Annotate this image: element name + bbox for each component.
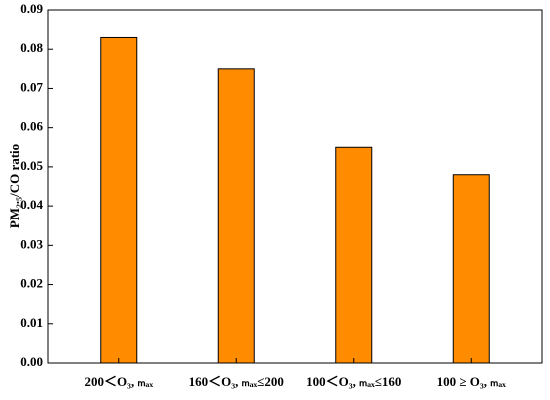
bar bbox=[335, 146, 373, 364]
y-tick-label: 0.04 bbox=[20, 197, 43, 212]
bar bbox=[217, 68, 255, 364]
y-tick-label: 0.01 bbox=[20, 315, 43, 330]
y-tick-label: 0.03 bbox=[20, 236, 43, 251]
x-tick-label: 160＜O₃, ₘₐₓ≤200 bbox=[189, 374, 284, 389]
y-tick-label: 0.06 bbox=[20, 119, 43, 134]
y-tick-label: 0.09 bbox=[20, 1, 43, 16]
y-tick-label: 0.00 bbox=[20, 354, 43, 369]
y-tick-label: 0.08 bbox=[20, 40, 43, 55]
y-tick-label: 0.07 bbox=[20, 79, 43, 94]
x-tick-label: 200＜O₃, ₘₐₓ bbox=[84, 374, 153, 389]
x-tick-label: 100＜O₃, ₘₐₓ≤160 bbox=[306, 374, 401, 389]
plot-frame bbox=[47, 9, 543, 364]
y-tick-label: 0.02 bbox=[20, 276, 43, 291]
bar bbox=[100, 36, 138, 364]
x-tick-label: 100 ≥ O₃, ₘₐₓ bbox=[437, 374, 507, 389]
y-axis-label: PM₂.₅/CO ratio bbox=[7, 144, 22, 228]
y-tick-label: 0.05 bbox=[20, 158, 43, 173]
bar bbox=[452, 174, 490, 364]
